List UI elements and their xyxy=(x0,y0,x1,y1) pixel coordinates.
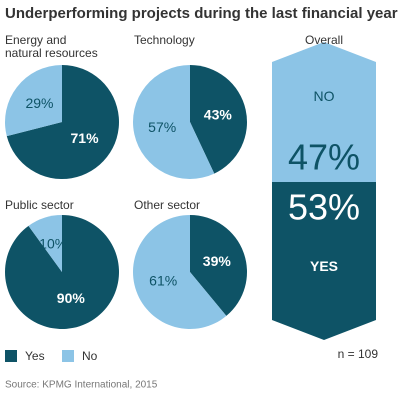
pie-title: Other sector xyxy=(134,198,201,212)
segment-label: NO xyxy=(314,88,335,104)
legend-label: No xyxy=(82,349,98,363)
value-label: 71% xyxy=(71,130,100,146)
legend-swatch xyxy=(5,350,17,362)
value-label: 10% xyxy=(39,236,67,252)
note: n = 109 xyxy=(338,347,379,361)
source: Source: KPMG International, 2015 xyxy=(5,380,158,391)
pie-slice xyxy=(6,65,120,180)
value-label: 61% xyxy=(149,272,177,288)
stack-title: Overall xyxy=(304,33,343,47)
pie-slice xyxy=(132,215,227,330)
value-label: 57% xyxy=(148,119,176,135)
pie-slice xyxy=(133,65,215,179)
value-label: 47% xyxy=(288,137,360,178)
pie-title: Technology xyxy=(134,33,195,47)
chart-title: Underperforming projects during the last… xyxy=(5,5,398,22)
value-label: 43% xyxy=(204,106,233,122)
value-label: 29% xyxy=(25,95,53,111)
pie-slice xyxy=(190,65,248,174)
pie-slice xyxy=(28,215,63,272)
stack-segment xyxy=(272,182,376,340)
value-label: 39% xyxy=(203,253,232,269)
pie-slice xyxy=(5,65,63,137)
legend-label: Yes xyxy=(25,349,45,363)
pie-slice xyxy=(5,215,120,329)
legend-swatch xyxy=(62,350,74,362)
pie-title: Public sector xyxy=(5,198,74,212)
pie-title: Energy and natural resources xyxy=(5,33,98,60)
pie-slice xyxy=(190,215,247,316)
segment-label: YES xyxy=(310,258,338,274)
value-label: 53% xyxy=(288,187,360,228)
value-label: 90% xyxy=(57,290,86,306)
stack-segment xyxy=(272,42,376,183)
